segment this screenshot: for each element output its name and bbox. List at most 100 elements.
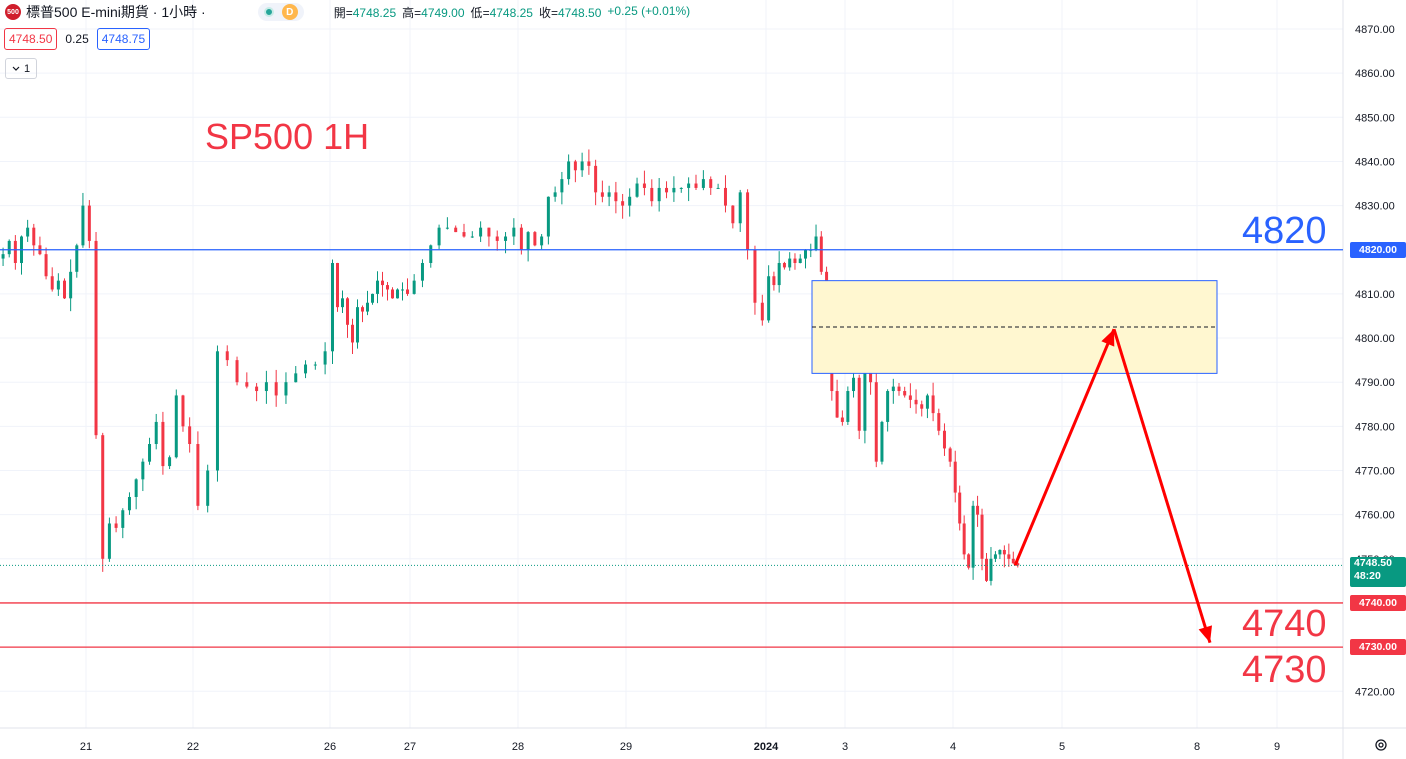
candle-body: [976, 505, 980, 515]
candle-body: [26, 227, 30, 237]
symbol-logo[interactable]: 500: [5, 4, 21, 20]
collapse-legend-button[interactable]: 1: [5, 58, 37, 79]
time-axis[interactable]: 21 22 26 27 28 29 2024 3 4 5 8 9: [80, 741, 1280, 753]
candle-body: [114, 523, 118, 528]
buy-button[interactable]: 4748.75: [96, 28, 151, 50]
candle-body: [420, 262, 424, 281]
candle-body: [594, 165, 598, 193]
price-tag-4820: 4820.00: [1350, 242, 1406, 258]
symbol-title[interactable]: 標普500 E-mini期貨 · 1小時 ·: [26, 4, 206, 20]
candle-body: [891, 386, 895, 392]
market-status[interactable]: D: [257, 3, 304, 21]
candle-body: [107, 523, 111, 559]
chart-title-annotation[interactable]: SP500 1H: [205, 116, 370, 157]
candle-body: [819, 236, 823, 272]
candle-body: [495, 236, 499, 241]
candle-body: [993, 554, 997, 559]
level-4730-annotation[interactable]: 4730: [1242, 649, 1327, 691]
candle-body: [32, 227, 36, 246]
level-4740-annotation[interactable]: 4740: [1242, 603, 1327, 645]
x-tick-label: 26: [324, 741, 336, 753]
candle-body: [154, 421, 158, 445]
candle-body: [852, 377, 856, 392]
candle-body: [487, 227, 491, 237]
y-tick-label: 4790.00: [1355, 377, 1395, 389]
candle-body: [7, 240, 11, 255]
x-tick-label: 27: [404, 741, 416, 753]
candle-body: [920, 404, 924, 409]
candle-body: [814, 236, 818, 250]
candle-body: [127, 496, 131, 511]
candle-body: [709, 179, 713, 188]
ohlc-low: 低=4748.25: [470, 5, 533, 20]
delayed-badge: D: [281, 4, 298, 20]
candle-body: [206, 470, 210, 506]
candle-body: [723, 187, 727, 206]
candle-body: [546, 196, 550, 237]
candle-body: [396, 289, 399, 299]
candle-body: [161, 421, 165, 467]
x-tick-label: 3: [842, 741, 848, 753]
candle-body: [188, 426, 192, 445]
candle-body: [665, 187, 669, 193]
x-tick-label: 8: [1194, 741, 1200, 753]
candle-body: [908, 395, 912, 400]
y-tick-label: 4780.00: [1355, 421, 1395, 433]
candle-body: [512, 227, 516, 237]
spread-value: 0.25: [65, 32, 89, 46]
candle-body: [196, 444, 200, 506]
candle-body: [694, 183, 698, 188]
candle-body: [716, 187, 720, 189]
last-price-tag: 4748.50 48:20: [1350, 557, 1406, 587]
candle-body: [356, 307, 359, 343]
candle-body: [94, 240, 98, 436]
candle-body: [1002, 549, 1006, 555]
candle-body: [804, 249, 807, 259]
candle-body: [533, 232, 537, 246]
candle-body: [580, 161, 584, 171]
chart-header: 500 標普500 E-mini期貨 · 1小時 · D 開=4748.25 高…: [0, 0, 690, 24]
x-tick-label: 29: [620, 741, 632, 753]
x-tick-label: 4: [950, 741, 956, 753]
candle-body: [679, 187, 683, 189]
candle-body: [504, 236, 508, 241]
candle-body: [553, 192, 557, 197]
candle-body: [401, 289, 404, 291]
ohlc-values: 開=4748.25 高=4749.00 低=4748.25 收=4748.50 …: [334, 4, 690, 21]
last-price-value: 4748.50: [1354, 557, 1392, 569]
sell-button[interactable]: 4748.50: [4, 28, 58, 50]
candle-body: [274, 382, 278, 396]
candle-body: [50, 276, 54, 290]
y-tick-label: 4870.00: [1355, 24, 1395, 36]
y-tick-label: 4800.00: [1355, 333, 1395, 345]
candle-body: [540, 236, 544, 246]
candle-body: [777, 262, 781, 286]
candle-body: [701, 179, 705, 188]
candle-body: [1, 254, 5, 259]
projection-arrow-down-head: [1198, 625, 1213, 643]
candle-body: [470, 236, 474, 238]
candle-body: [628, 196, 632, 206]
candle-body: [753, 249, 757, 303]
candle-body: [519, 227, 523, 250]
candle-body: [454, 227, 458, 233]
candle-body: [56, 280, 60, 290]
candle-body: [798, 258, 802, 263]
settings-icon[interactable]: [1374, 738, 1388, 752]
candle-body: [331, 262, 334, 352]
candle-body: [989, 558, 993, 581]
y-tick-label: 4850.00: [1355, 112, 1395, 124]
candle-body: [406, 289, 409, 294]
candle-body: [642, 183, 646, 188]
price-tag-4740: 4740.00: [1350, 595, 1406, 611]
candle-body: [361, 307, 364, 312]
candle-body: [346, 298, 349, 325]
y-tick-label: 4860.00: [1355, 68, 1395, 80]
candle-body: [225, 351, 229, 361]
candle-body: [857, 377, 861, 431]
candle-body: [391, 289, 394, 299]
candle-body: [174, 395, 178, 458]
level-4820-annotation[interactable]: 4820: [1242, 210, 1327, 252]
